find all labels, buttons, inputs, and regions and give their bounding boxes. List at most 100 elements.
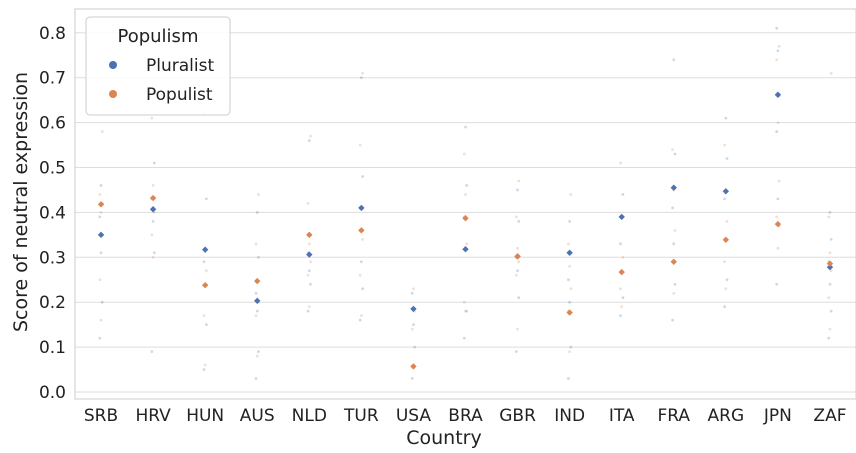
individual-point [413, 345, 417, 349]
individual-point [150, 350, 154, 353]
individual-point [673, 282, 677, 286]
individual-point [775, 215, 779, 219]
individual-point [464, 193, 467, 196]
individual-point [410, 291, 414, 295]
individual-point [724, 287, 728, 291]
individual-point [257, 350, 260, 353]
individual-point [361, 287, 364, 291]
individual-point [673, 228, 677, 232]
individual-point [567, 242, 570, 246]
individual-point [257, 193, 260, 196]
x-tick-label: JPN [763, 406, 792, 426]
x-tick-label: ITA [609, 406, 635, 426]
individual-point [465, 309, 469, 313]
y-tick-label: 0.0 [39, 383, 66, 403]
individual-point [98, 215, 102, 219]
individual-point [202, 260, 206, 264]
individual-point [151, 184, 155, 187]
individual-point [723, 305, 727, 309]
individual-point [671, 206, 674, 210]
individual-point [412, 323, 415, 327]
individual-point [307, 242, 311, 246]
individual-point [568, 264, 572, 268]
legend-marker-populist [109, 90, 117, 98]
individual-point [306, 202, 310, 205]
individual-point [777, 179, 781, 183]
individual-point [358, 143, 362, 147]
individual-point [671, 148, 674, 151]
x-tick-label: NLD [292, 406, 327, 426]
individual-point [464, 125, 467, 129]
individual-point [359, 76, 363, 80]
mean-point-pluralist [358, 204, 365, 212]
x-tick-label: FRA [658, 406, 691, 426]
y-tick-label: 0.3 [39, 248, 66, 268]
mean-point-populist [722, 236, 730, 243]
individual-point [775, 282, 779, 286]
individual-point [514, 350, 518, 353]
individual-point [827, 336, 831, 340]
mean-point-pluralist [722, 188, 730, 195]
individual-point [619, 314, 622, 318]
individual-point [828, 211, 832, 214]
mean-point-populist [826, 260, 834, 267]
individual-point [358, 273, 362, 277]
individual-point [829, 269, 833, 273]
x-tick-label: USA [396, 406, 432, 426]
individual-point [776, 121, 780, 124]
x-tick-label: BRA [448, 406, 483, 426]
individual-point [307, 305, 311, 309]
individual-point [254, 314, 258, 318]
individual-point [621, 255, 625, 259]
individual-point [306, 273, 310, 277]
individual-point [100, 300, 104, 304]
individual-point [829, 237, 833, 241]
mean-point-populist [462, 215, 469, 222]
individual-point [254, 242, 258, 246]
mean-point-pluralist [566, 249, 573, 257]
x-tick-label: TUR [343, 406, 379, 426]
individual-point [257, 255, 260, 259]
mean-point-pluralist [618, 213, 625, 221]
individual-point [361, 237, 364, 241]
individual-point [204, 197, 208, 201]
mean-point-populist [201, 281, 209, 289]
individual-point [775, 26, 779, 30]
y-axis-label: Score of neutral expression [10, 72, 32, 332]
mean-point-pluralist [462, 246, 469, 253]
legend-label-populist: Populist [146, 85, 213, 105]
individual-point [412, 287, 415, 291]
individual-point [568, 300, 572, 304]
legend-label-pluralist: Pluralist [146, 56, 214, 76]
individual-point [309, 260, 312, 264]
individual-point [724, 116, 728, 120]
individual-point [516, 246, 519, 250]
x-tick-label: ARG [708, 406, 745, 426]
x-axis-ticks: SRB HRV HUN AUS NLD TUR USA BRA GBR IND ITA FRA ARG J… [84, 406, 847, 426]
individual-point [516, 327, 519, 331]
individual-point [309, 134, 312, 138]
individual-point [99, 251, 103, 255]
individual-point [152, 161, 156, 165]
individual-point [620, 305, 624, 309]
y-tick-label: 0.2 [39, 293, 66, 313]
mean-point-populist [774, 220, 782, 228]
mean-point-populist [254, 277, 261, 285]
individual-point [99, 184, 103, 187]
individual-point [775, 58, 779, 62]
mean-point-pluralist [670, 184, 677, 191]
individual-point [723, 143, 727, 147]
individual-point [306, 309, 310, 313]
mean-point-pluralist [410, 305, 417, 313]
mean-point-pluralist [306, 251, 313, 258]
individual-point [619, 287, 622, 291]
mean-point-populist [566, 309, 573, 316]
individual-point [619, 242, 622, 246]
individual-point [619, 161, 622, 165]
individual-point [568, 219, 572, 223]
individual-point [723, 260, 727, 264]
individual-point [621, 296, 625, 300]
individual-point [777, 44, 781, 48]
individual-point [517, 260, 521, 264]
x-tick-label: ZAF [813, 406, 846, 426]
